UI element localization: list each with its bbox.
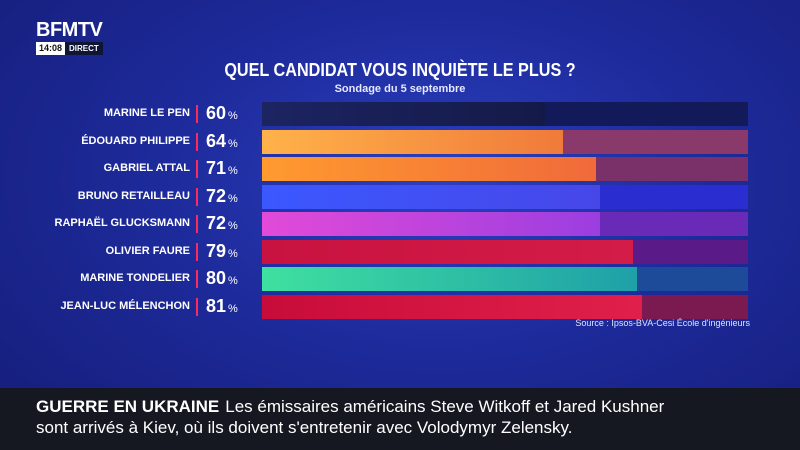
bar-value-unit: % bbox=[228, 248, 238, 260]
bar-value: 72% bbox=[206, 186, 238, 207]
bar-label: MARINE LE PEN bbox=[103, 107, 190, 119]
bar-separator bbox=[196, 188, 198, 206]
ticker-headline: GUERRE EN UKRAINE bbox=[36, 397, 220, 416]
bar bbox=[262, 130, 563, 154]
bar-label: JEAN-LUC MÉLENCHON bbox=[60, 300, 190, 312]
bar bbox=[262, 157, 596, 181]
bar-value-number: 80 bbox=[206, 268, 227, 288]
bar-value: 60% bbox=[206, 103, 238, 124]
bar-separator bbox=[196, 160, 198, 178]
bar-label: GABRIEL ATTAL bbox=[103, 162, 190, 174]
bar-value: 79% bbox=[206, 241, 238, 262]
bar-value-number: 72 bbox=[206, 186, 227, 206]
bar-value: 64% bbox=[206, 131, 238, 152]
bar-value: 81% bbox=[206, 296, 238, 317]
bar-value: 80% bbox=[206, 268, 238, 289]
live-time: 14:08 bbox=[36, 42, 66, 55]
bar-separator bbox=[196, 243, 198, 261]
bar-value-number: 79 bbox=[206, 241, 227, 261]
bar bbox=[262, 212, 600, 236]
bar bbox=[262, 185, 600, 209]
bar-value-number: 72 bbox=[206, 213, 227, 233]
bar-separator bbox=[196, 105, 198, 123]
bar bbox=[262, 267, 637, 291]
bar-value-number: 71 bbox=[206, 158, 227, 178]
bar-value-number: 81 bbox=[206, 296, 227, 316]
news-ticker: GUERRE EN UKRAINE Les émissaires américai… bbox=[0, 388, 800, 450]
bar-value-unit: % bbox=[228, 138, 238, 150]
ticker-text-1: Les émissaires américains Steve Witkoff … bbox=[225, 397, 665, 416]
live-indicator: 14:08 DIRECT bbox=[36, 42, 116, 55]
bar-value-unit: % bbox=[228, 275, 238, 287]
bar-chart: MARINE LE PEN 60% ÉDOUARD PHILIPPE 64% GABRI… bbox=[54, 102, 748, 319]
bar-value-unit: % bbox=[228, 303, 238, 315]
bar bbox=[262, 102, 545, 126]
bar-separator bbox=[196, 215, 198, 233]
channel-logo-block: BFMTV 14:08 DIRECT bbox=[36, 20, 116, 55]
bar-label: OLIVIER FAURE bbox=[105, 245, 190, 257]
bar-value-unit: % bbox=[228, 193, 238, 205]
bar-label: BRUNO RETAILLEAU bbox=[77, 190, 190, 202]
bar-label: MARINE TONDELIER bbox=[80, 272, 190, 284]
bar-label: RAPHAËL GLUCKSMANN bbox=[54, 217, 190, 229]
bar-label: ÉDOUARD PHILIPPE bbox=[81, 135, 190, 147]
bar-value-unit: % bbox=[228, 165, 238, 177]
ticker-text-2: sont arrivés à Kiev, où ils doivent s'en… bbox=[36, 418, 573, 437]
bar-value: 71% bbox=[206, 158, 238, 179]
chart-subtitle: Sondage du 5 septembre bbox=[334, 83, 466, 95]
bar-value: 72% bbox=[206, 213, 238, 234]
bar bbox=[262, 240, 633, 264]
bar bbox=[262, 295, 642, 319]
ticker-line-1: GUERRE EN UKRAINE Les émissaires américai… bbox=[36, 397, 664, 417]
bar-separator bbox=[196, 133, 198, 151]
chart-title: QUEL CANDIDAT VOUS INQUIÈTE LE PLUS ? bbox=[224, 60, 576, 80]
bar-separator bbox=[196, 298, 198, 316]
bar-value-unit: % bbox=[228, 110, 238, 122]
bar-separator bbox=[196, 270, 198, 288]
chart-source: Source : Ipsos-BVA-Cesi École d'ingénieu… bbox=[575, 318, 750, 328]
live-tag: DIRECT bbox=[65, 42, 103, 55]
bar-value-number: 60 bbox=[206, 103, 227, 123]
bar-value-number: 64 bbox=[206, 131, 227, 151]
bar-value-unit: % bbox=[228, 220, 238, 232]
bfmtv-logo: BFMTV bbox=[36, 19, 103, 41]
